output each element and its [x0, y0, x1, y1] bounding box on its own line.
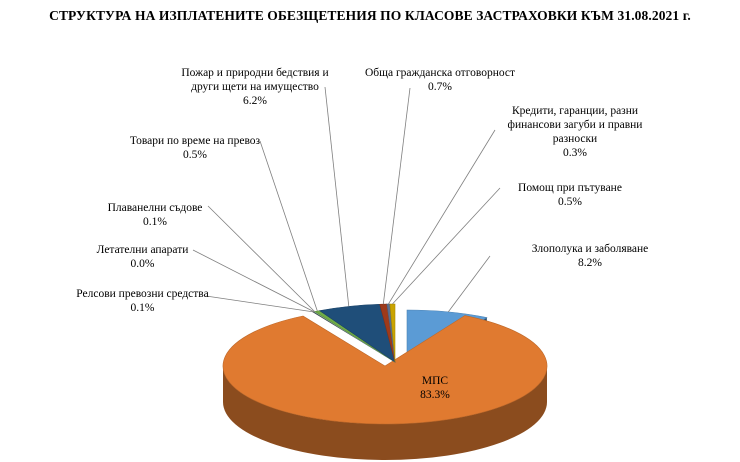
slice-label-4: Летателни апарати 0.0%	[80, 243, 205, 271]
leader-line-6	[259, 140, 318, 312]
slice-label-7: Пожар и природни бедствия и други щети на…	[160, 66, 350, 108]
slice-label-text: МПС	[421, 375, 449, 387]
slice-label-2: МПС 83.3%	[400, 374, 470, 402]
slice-label-text: финансови загуби и правни	[507, 119, 643, 131]
slice-label-text: Релсови превозни средства	[76, 288, 209, 300]
pie-side-2	[223, 366, 547, 460]
slice-percent: 0.5%	[558, 196, 582, 208]
leader-line-7	[324, 86, 350, 307]
pie-tops	[222, 303, 548, 425]
slice-label-3: Релсови превозни средства 0.1%	[55, 287, 230, 315]
slice-label-text: Помощ при пътуване	[518, 182, 622, 194]
slice-percent: 83.3%	[420, 389, 450, 401]
pie-slice-10	[389, 303, 396, 363]
leader-line-10	[392, 187, 501, 305]
chart-title: СТРУКТУРА НА ИЗПЛАТЕНИТЕ ОБЕЗЩЕТЕНИЯ ПО …	[49, 8, 691, 23]
leader-line-9	[388, 129, 496, 305]
leader-line-5	[207, 205, 315, 312]
slice-percent: 0.1%	[130, 302, 155, 314]
slice-label-text: Летателни апарати	[96, 244, 189, 256]
slice-label-text: Плаванелни съдове	[107, 202, 203, 214]
slice-percent: 0.1%	[143, 216, 167, 228]
slice-percent: 6.2%	[243, 95, 267, 107]
slice-label-6: Товари по време на превоз 0.5%	[110, 134, 280, 162]
slice-label-text: Кредити, гаранции, разни	[511, 105, 639, 117]
slice-label-text: Злополука и заболяване	[531, 243, 649, 255]
leader-lines	[192, 86, 501, 313]
leader-line-3	[205, 295, 314, 313]
slice-label-text: Обща гражданска отговорност	[364, 67, 516, 79]
leader-line-4	[192, 249, 315, 313]
pie-slice-2	[222, 315, 548, 425]
leader-line-1	[447, 255, 491, 313]
slice-label-text: Пожар и природни бедствия и	[181, 67, 329, 79]
slice-label-text: други щети на имущество	[191, 81, 319, 93]
slice-percent: 0.5%	[183, 149, 207, 161]
slice-label-text: разноски	[552, 133, 598, 145]
slice-label-9: Кредити, гаранции, разни финансови загуби…	[495, 104, 655, 160]
slice-label-5: Плаванелни съдове 0.1%	[85, 201, 225, 229]
slice-percent: 8.2%	[578, 257, 602, 269]
slice-percent: 0.3%	[563, 147, 587, 159]
slice-label-8: Обща гражданска отговорност 0.7%	[345, 66, 535, 94]
slice-percent: 0.7%	[428, 81, 452, 93]
slice-label-1: Злополука и заболяване 8.2%	[515, 242, 665, 270]
slice-percent: 0.0%	[130, 258, 155, 270]
leader-line-8	[382, 87, 411, 305]
slice-label-10: Помощ при пътуване 0.5%	[510, 181, 630, 209]
slice-label-text: Товари по време на превоз	[129, 135, 261, 147]
